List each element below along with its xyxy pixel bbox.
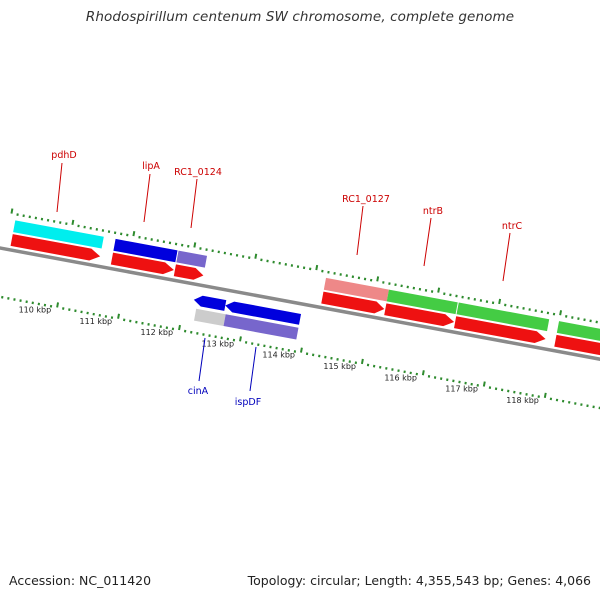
cds-arrow-ntrC[interactable] (454, 316, 547, 345)
cds-arrow-rc1-0127[interactable] (321, 291, 385, 315)
major-tick (421, 370, 425, 376)
lower-tick-row (1, 295, 600, 410)
callout-line-ntrB (423, 217, 432, 267)
gene-label-lipA[interactable]: lipA (142, 161, 160, 172)
gene-label-rc1-0127[interactable]: RC1_0127 (342, 194, 390, 205)
gene-bar-lipA[interactable] (113, 238, 178, 263)
scale-label: 110 kbp (19, 305, 52, 314)
callout-line-lipA (143, 173, 151, 223)
gene-bar-rc1-0124[interactable] (176, 250, 208, 268)
major-tick (376, 276, 380, 282)
gene-bar-rc1-0127[interactable] (323, 277, 389, 302)
gene-label-ispDF[interactable]: ispDF (235, 397, 261, 408)
major-tick (117, 313, 120, 319)
scale-label: 117 kbp (445, 385, 478, 394)
scale-label: 118 kbp (506, 396, 539, 405)
callout-line-ntrC (502, 232, 511, 282)
scale-labels: 110 kbp 111 kbp 112 kbp 113 kbp 114 kbp … (19, 305, 539, 405)
callout-line-rc1-0127 (356, 205, 364, 256)
cds-row-reverse (193, 294, 302, 340)
genome-backbone (0, 242, 600, 367)
cds-arrow-rc1-0124[interactable] (173, 264, 205, 281)
scale-label: 113 kbp (201, 339, 234, 348)
callout-line-pdhD (56, 162, 63, 213)
cds-arrow-cinA[interactable] (193, 294, 227, 311)
gene-label-cinA[interactable]: cinA (188, 386, 209, 397)
callout-line-cinA (198, 337, 206, 382)
gene-label-ntrB[interactable]: ntrB (423, 206, 443, 217)
upper-tick-row (10, 208, 598, 324)
scale-label: 112 kbp (140, 328, 173, 337)
gene-bar-cinA[interactable] (194, 308, 226, 327)
major-tick (360, 358, 364, 365)
major-tick (178, 324, 181, 331)
major-tick (71, 219, 75, 225)
major-tick (56, 302, 60, 308)
major-tick (193, 242, 197, 248)
major-tick (132, 231, 136, 237)
cds-arrow-ntrB[interactable] (384, 303, 455, 328)
scale-label: 114 kbp (262, 351, 295, 360)
major-tick (315, 264, 319, 271)
scale-label: 116 kbp (384, 373, 417, 382)
major-tick (543, 392, 547, 398)
scale-label: 111 kbp (80, 317, 113, 326)
accession-text: Accession: NC_011420 (9, 573, 152, 588)
cds-arrow-ispDF[interactable] (224, 300, 302, 325)
major-tick (498, 298, 502, 305)
major-tick (559, 310, 563, 316)
major-tick (254, 253, 258, 259)
gene-bar-ntrC[interactable] (456, 302, 550, 332)
gene-label-rc1-0124[interactable]: RC1_0124 (174, 167, 222, 178)
cds-arrow-next[interactable] (554, 334, 600, 360)
major-tick (482, 381, 486, 387)
gene-bar-next[interactable] (556, 321, 600, 344)
major-tick (239, 336, 242, 342)
major-tick (437, 287, 441, 293)
page-title: Rhodospirillum centenum SW chromosome, c… (85, 9, 515, 25)
gene-labels: pdhD lipA RC1_0124 RC1_0127 ntrB ntrC ci… (51, 150, 522, 408)
topology-text: Topology: circular; Length: 4,355,543 bp… (247, 573, 591, 588)
gene-label-ntrC[interactable]: ntrC (502, 221, 523, 232)
gene-bar-pdhD[interactable] (13, 220, 104, 249)
callout-line-rc1-0124 (190, 178, 198, 229)
scale-label: 115 kbp (323, 362, 356, 371)
cds-arrow-pdhD[interactable] (10, 234, 102, 262)
cds-arrow-lipA[interactable] (110, 252, 175, 276)
gene-label-pdhD[interactable]: pdhD (51, 150, 76, 161)
gene-bar-ispDF[interactable] (223, 314, 299, 340)
major-tick (299, 347, 303, 353)
feature-row-upper (13, 220, 600, 344)
major-tick (10, 208, 14, 214)
cds-row-forward (10, 234, 600, 360)
callout-line-ispDF (249, 346, 257, 392)
gene-bar-ntrB[interactable] (386, 289, 458, 315)
